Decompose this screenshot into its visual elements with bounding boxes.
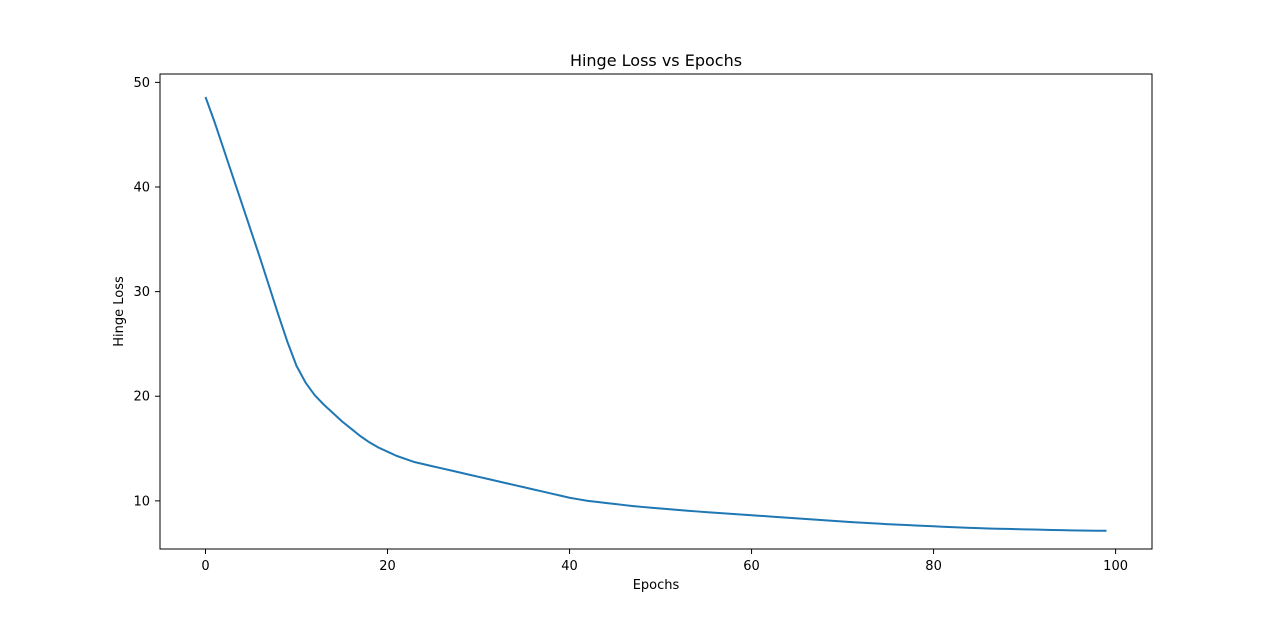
- x-tick-label: 20: [379, 559, 396, 574]
- chart-title: Hinge Loss vs Epochs: [570, 51, 742, 70]
- plot-area: [204, 96, 1107, 532]
- y-tick-label: 20: [133, 390, 150, 405]
- y-tick-label: 40: [133, 180, 150, 195]
- x-tick-label: 40: [561, 559, 578, 574]
- y-tick-label: 30: [133, 285, 150, 300]
- x-tick-label: 80: [925, 559, 942, 574]
- x-tick-label: 60: [743, 559, 760, 574]
- plot-frame: [159, 73, 1153, 550]
- x-axis: 0 20 40 60 80 100: [201, 549, 1128, 574]
- y-axis-label: Hinge Loss: [112, 276, 127, 347]
- y-tick-label: 50: [133, 76, 150, 91]
- series-line-0: [204, 96, 1107, 532]
- y-axis: 10 20 30 40 50: [133, 76, 160, 509]
- x-axis-label: Epochs: [633, 578, 680, 593]
- y-tick-label: 10: [133, 494, 150, 509]
- x-tick-label: 0: [201, 559, 209, 574]
- x-tick-label: 100: [1103, 559, 1128, 574]
